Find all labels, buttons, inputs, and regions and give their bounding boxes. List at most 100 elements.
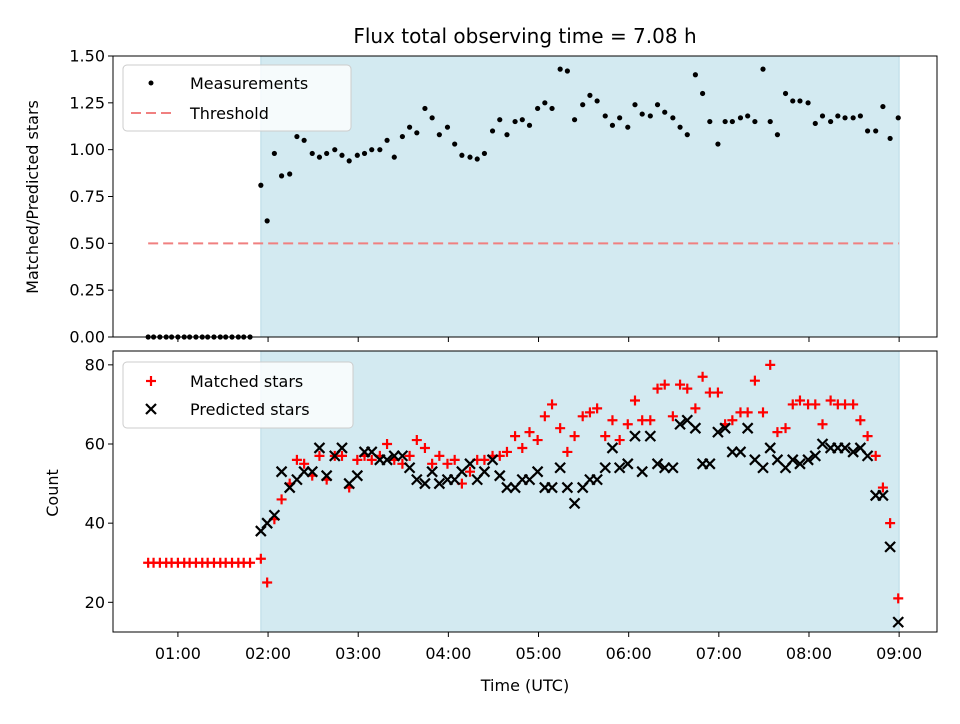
matched-star-point [245,557,256,568]
predicted-star-point [636,465,648,478]
predicted-star-point [794,458,806,470]
predicted-star-point [411,473,423,486]
matched-star-point [352,454,363,465]
measurement-point [278,173,285,179]
measurement-point [361,150,368,157]
measurement-point [264,218,270,224]
measurement-point [654,102,661,108]
predicted-star-point [313,442,326,454]
y-tick-label: 0.00 [69,328,105,347]
predicted-star-point [719,422,731,434]
matched-star-point [607,415,618,426]
measurement-point [422,105,428,112]
measurement-point [474,156,480,162]
measurement-point [481,150,488,157]
measurement-point [828,118,834,125]
predicted-star-point [816,438,829,450]
measurement-point [617,115,623,121]
matched-star-point [825,395,836,406]
matched-star-point [629,395,640,406]
measurement-point [684,132,690,138]
predicted-star-point [839,442,851,454]
measurement-point [864,128,871,134]
predicted-star-point [599,461,612,474]
bottom-panel-frame [112,350,938,633]
matched-star-point [690,403,701,414]
measurement-point [512,118,518,125]
measurement-point [519,117,525,123]
measurement-point [797,98,803,104]
y-tick-label: 60 [85,435,105,454]
bottom-panel-y-label: Count [43,469,62,517]
matched-star-point [501,446,512,457]
bottom-legend-box [122,361,354,429]
measurement-point [571,117,578,123]
matched-star-point [276,494,287,505]
matched-star-point [877,482,888,493]
measurement-point [287,171,293,177]
matched-star-point [758,407,769,418]
predicted-star-point [892,616,905,628]
measurement-point [535,105,541,112]
matched-star-point [870,450,881,461]
matched-star-point [314,450,325,461]
measurement-point [391,154,397,160]
matched-star-point [787,399,798,410]
measurement-point [399,133,405,140]
measurement-point [549,105,555,112]
matched-star-point [780,423,791,434]
matched-star-point [622,419,633,430]
x-tick-label: 06:00 [606,644,652,663]
top-panel-shaded-interval [260,55,900,338]
predicted-star-point [320,469,333,482]
predicted-star-point [568,497,581,510]
matched-star-point [434,450,445,461]
matched-star-point [336,450,347,461]
measurement-point [632,102,638,108]
measurement-point [324,150,330,157]
measurement-point [436,132,442,138]
measurement-point [895,115,901,121]
predicted-star-point [554,461,566,474]
predicted-star-point [667,461,679,474]
predicted-star-point [861,450,874,462]
measurement-point [715,141,721,147]
measurement-point [339,152,345,158]
predicted-star-point [493,469,506,482]
measurement-point [489,128,496,134]
matched-star-point [794,395,805,406]
measurement-point [467,154,473,160]
matched-star-point [517,442,528,453]
bottom-panel-legend: Matched stars Predicted stars [122,361,354,429]
measurement-point [602,113,608,119]
legend-matched-label: Matched stars [190,372,303,391]
measurement-point [497,117,503,123]
measurement-point [564,68,570,74]
matched-star-point [652,383,663,394]
top-panel: 0.00 0.25 0.50 0.75 1.00 1.25 1.50 Matched/Pre… [23,47,938,347]
legend-matched-marker [146,376,156,386]
measurement-point [332,147,338,153]
matched-star-point [366,454,377,465]
measurement-point [677,124,683,130]
measurement-point [407,124,413,130]
predicted-star-point [396,450,409,462]
matched-star-point [562,446,573,457]
measurement-point [294,133,300,140]
matched-star-point [810,399,821,410]
measurement-point [880,103,886,110]
matched-star-point [848,399,859,410]
matched-star-point [817,419,828,430]
chart-title: Flux total observing time = 7.08 h [353,24,696,48]
predicted-star-point [764,442,776,454]
predicted-stars-points [255,414,905,628]
predicted-star-point [757,461,769,474]
matched-star-point [645,415,656,426]
x-tick-label: 05:00 [515,644,561,663]
measurement-point [752,118,758,125]
y-tick-label: 0.75 [69,187,105,206]
predicted-star-point [734,446,747,458]
measurement-point [459,152,465,158]
predicted-star-point [674,418,686,430]
